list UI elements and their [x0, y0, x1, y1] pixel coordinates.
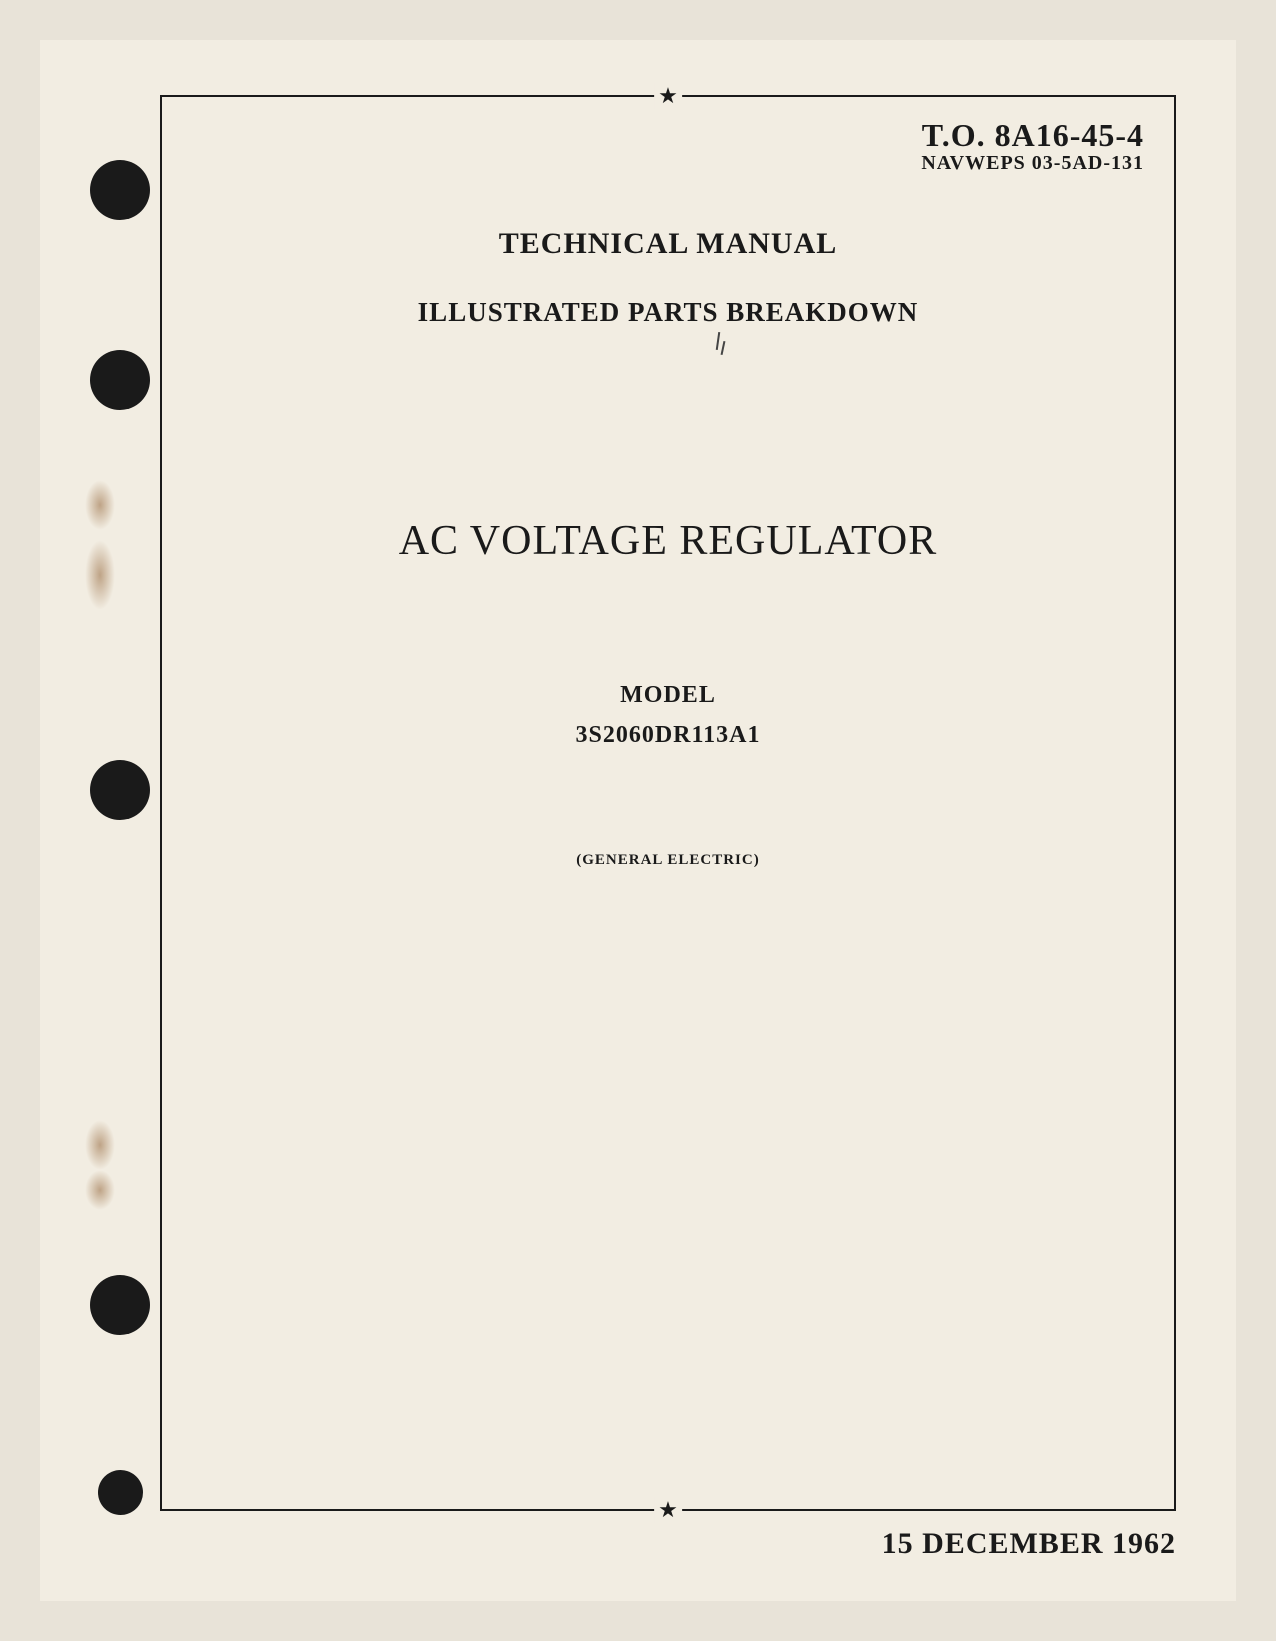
- paper-smudge: [85, 480, 115, 530]
- technical-order-number: T.O. 8A16-45-4: [921, 117, 1144, 154]
- page-border: ★ ★ T.O. 8A16-45-4 NAVWEPS 03-5AD-131 TE…: [160, 95, 1176, 1511]
- model-number: 3S2060DR113A1: [162, 722, 1174, 749]
- stray-mark: [716, 332, 720, 350]
- binder-hole: [98, 1470, 143, 1515]
- document-heading: TECHNICAL MANUAL: [162, 227, 1174, 261]
- binder-hole: [90, 1275, 150, 1335]
- binder-hole: [90, 760, 150, 820]
- main-title: AC VOLTAGE REGULATOR: [162, 517, 1174, 565]
- paper-smudge: [85, 540, 115, 610]
- star-ornament-bottom: ★: [654, 1497, 682, 1523]
- navweps-number: NAVWEPS 03-5AD-131: [921, 152, 1144, 175]
- stray-mark: [721, 341, 726, 355]
- binder-hole: [90, 160, 150, 220]
- header-identifiers: T.O. 8A16-45-4 NAVWEPS 03-5AD-131: [921, 117, 1144, 175]
- binder-hole: [90, 350, 150, 410]
- model-label: MODEL: [162, 682, 1174, 709]
- document-subtitle: ILLUSTRATED PARTS BREAKDOWN: [162, 297, 1174, 328]
- publication-date: 15 DECEMBER 1962: [882, 1527, 1176, 1561]
- manufacturer: (GENERAL ELECTRIC): [162, 852, 1174, 869]
- document-page: ★ ★ T.O. 8A16-45-4 NAVWEPS 03-5AD-131 TE…: [40, 40, 1236, 1601]
- paper-smudge: [85, 1170, 115, 1210]
- star-ornament-top: ★: [654, 83, 682, 109]
- paper-smudge: [85, 1120, 115, 1170]
